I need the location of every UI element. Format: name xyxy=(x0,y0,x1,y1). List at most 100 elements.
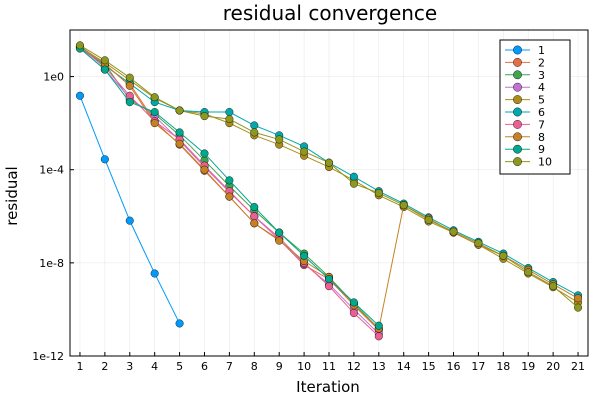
x-tick-label: 3 xyxy=(126,360,133,373)
data-point xyxy=(549,282,558,291)
data-point xyxy=(349,298,358,307)
data-point xyxy=(574,294,583,303)
legend-marker xyxy=(513,70,522,80)
data-point xyxy=(125,98,134,107)
data-point xyxy=(100,65,109,74)
y-axis-title: residual xyxy=(3,166,21,225)
x-tick-label: 4 xyxy=(151,360,158,373)
legend-label: 3 xyxy=(538,69,545,82)
x-tick-label: 6 xyxy=(201,360,208,373)
data-point xyxy=(150,93,159,102)
x-tick-label: 8 xyxy=(251,360,258,373)
series-10 xyxy=(75,41,583,312)
data-point xyxy=(200,149,209,158)
y-tick-label: 1e-12 xyxy=(32,350,64,363)
x-tick-label: 7 xyxy=(226,360,233,373)
legend-label: 6 xyxy=(538,106,545,119)
x-tick-label: 14 xyxy=(397,360,411,373)
data-point xyxy=(349,172,358,181)
data-point xyxy=(574,303,583,312)
data-point xyxy=(399,201,408,210)
data-point xyxy=(225,115,234,124)
data-point xyxy=(175,106,184,115)
legend-label: 9 xyxy=(538,143,545,156)
axes: 1 2 3 4 5 6 7 8 9 10 11 12 13 14 15 16 17 18 19 20 211e-121e… xyxy=(32,71,585,373)
data-point xyxy=(250,128,259,137)
data-point xyxy=(424,215,433,224)
data-point xyxy=(125,216,134,225)
x-tick-label: 20 xyxy=(546,360,560,373)
data-point xyxy=(300,251,309,260)
data-point xyxy=(250,212,259,221)
legend-marker xyxy=(513,120,522,129)
x-tick-label: 16 xyxy=(447,360,461,373)
x-tick-label: 19 xyxy=(521,360,535,373)
data-point xyxy=(449,227,458,236)
y-tick-label: 1e0 xyxy=(43,71,64,84)
chart-title: residual convergence xyxy=(223,1,438,25)
data-point xyxy=(374,188,383,197)
legend-marker xyxy=(513,95,522,105)
x-axis-title: Iteration xyxy=(296,378,360,396)
x-tick-label: 5 xyxy=(176,360,183,373)
data-point xyxy=(250,121,259,130)
data-point xyxy=(225,192,234,201)
legend-label: 7 xyxy=(538,118,545,131)
x-tick-label: 9 xyxy=(276,360,283,373)
data-point xyxy=(275,135,284,144)
x-tick-label: 1 xyxy=(76,360,83,373)
x-tick-label: 18 xyxy=(496,360,510,373)
legend-label: 10 xyxy=(538,156,552,169)
data-point xyxy=(275,228,284,237)
data-point xyxy=(75,41,84,50)
data-point xyxy=(200,165,209,174)
data-point xyxy=(150,119,159,128)
data-point xyxy=(75,91,84,100)
data-point xyxy=(100,56,109,65)
legend-marker xyxy=(513,82,522,92)
x-tick-label: 12 xyxy=(347,360,361,373)
data-point xyxy=(349,179,358,188)
x-tick-label: 21 xyxy=(571,360,585,373)
data-point xyxy=(175,319,184,328)
series xyxy=(75,41,583,341)
legend-label: 5 xyxy=(538,94,545,107)
data-point xyxy=(275,236,284,245)
data-point xyxy=(125,81,134,90)
data-point xyxy=(250,219,259,228)
legend-marker xyxy=(513,157,522,167)
x-tick-label: 17 xyxy=(471,360,485,373)
legend-marker xyxy=(513,45,522,55)
data-point xyxy=(225,176,234,185)
data-point xyxy=(150,108,159,117)
legend-marker xyxy=(513,58,522,67)
legend-label: 4 xyxy=(538,81,545,94)
data-point xyxy=(349,309,358,318)
y-tick-label: 1e-4 xyxy=(39,164,64,177)
data-point xyxy=(225,108,234,117)
legend-label: 2 xyxy=(538,56,545,69)
data-point xyxy=(325,158,334,167)
data-point xyxy=(325,275,334,284)
legend-label: 8 xyxy=(538,131,545,144)
x-tick-label: 10 xyxy=(297,360,311,373)
data-point xyxy=(175,139,184,148)
x-tick-label: 13 xyxy=(372,360,386,373)
data-point xyxy=(499,251,508,260)
data-point xyxy=(175,128,184,137)
series-9 xyxy=(75,44,383,330)
data-point xyxy=(374,332,383,341)
legend-label: 1 xyxy=(538,44,545,57)
data-point xyxy=(374,321,383,330)
legend-marker xyxy=(513,132,522,142)
x-tick-label: 11 xyxy=(322,360,336,373)
data-point xyxy=(325,282,334,291)
legend-marker xyxy=(513,144,522,154)
legend-marker xyxy=(513,107,522,117)
x-tick-label: 15 xyxy=(422,360,436,373)
x-tick-label: 2 xyxy=(101,360,108,373)
data-point xyxy=(200,112,209,121)
